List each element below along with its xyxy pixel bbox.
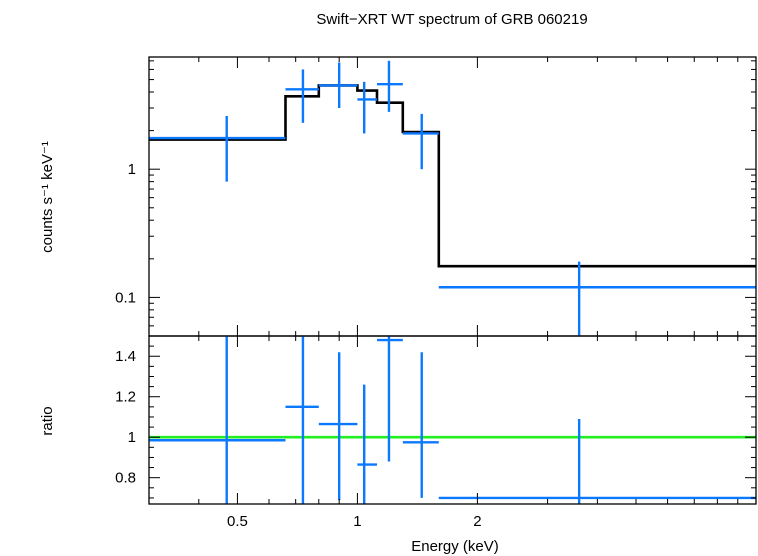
data-point <box>285 69 319 123</box>
data-point <box>285 336 319 504</box>
data-point <box>377 60 403 112</box>
spectrum-panel: 0.11 <box>115 56 757 337</box>
spectrum-frame <box>148 56 757 337</box>
y-tick-label: 1.4 <box>115 348 136 365</box>
y-tick-label: 0.1 <box>115 289 136 306</box>
x-tick-label: 1 <box>353 513 361 530</box>
chart-title: Swift−XRT WT spectrum of GRB 060219 <box>316 11 587 28</box>
ratio-y-axis-title: ratio <box>39 406 56 435</box>
y-tick-label: 1.2 <box>115 389 136 406</box>
y-tick-label: 1 <box>128 429 136 446</box>
data-point <box>438 261 756 336</box>
data-point <box>318 62 358 109</box>
x-tick-label: 2 <box>473 513 481 530</box>
x-axis-title: Energy (keV) <box>411 538 499 555</box>
y-tick-label: 0.8 <box>115 470 136 487</box>
data-point <box>149 115 286 182</box>
ratio-frame <box>148 335 757 505</box>
data-point <box>402 352 439 498</box>
plot-area: 0.110.811.21.40.5 1 2 <box>115 56 757 530</box>
data-point <box>149 336 286 504</box>
spectrum-y-axis-title: counts s⁻¹ keV⁻¹ <box>39 141 56 253</box>
model-step-line <box>149 84 756 268</box>
data-point <box>357 81 378 134</box>
data-point <box>377 336 403 462</box>
y-tick-label: 1 <box>128 161 136 178</box>
ratio-panel: 0.8 1 1.2 1.4 <box>115 335 757 505</box>
data-point <box>357 384 378 504</box>
data-point <box>318 352 358 500</box>
data-point <box>438 418 756 504</box>
data-point <box>402 113 439 170</box>
x-tick-label: 0.5 <box>227 513 248 530</box>
